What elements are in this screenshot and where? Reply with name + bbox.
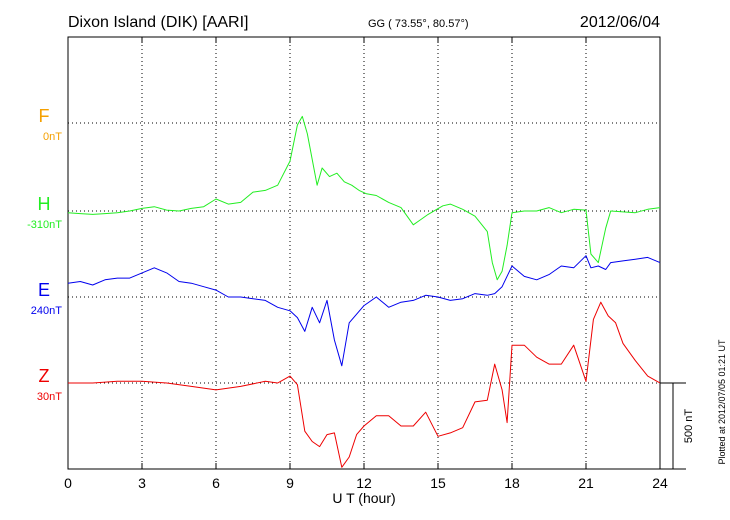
scale-bar: 500 nT xyxy=(660,382,695,470)
x-tick-label: 0 xyxy=(64,475,72,491)
series-h-offset: -310nT xyxy=(27,219,62,231)
station-title: Dixon Island (DIK) [AARI] xyxy=(68,14,249,31)
series-f-name: F xyxy=(39,106,50,126)
series-z-name: Z xyxy=(39,366,50,386)
series-z-line xyxy=(68,301,661,468)
coordinates: GG ( 73.55°, 80.57°) xyxy=(368,18,469,30)
x-axis: 0 3 6 9 12 15 18 21 24 xyxy=(64,37,668,491)
x-tick-label: 24 xyxy=(652,475,668,491)
series-e-offset: 240nT xyxy=(31,305,62,317)
x-tick-label: 12 xyxy=(356,475,372,491)
series-e-name: E xyxy=(38,280,50,300)
date-label: 2012/06/04 xyxy=(580,14,660,31)
series-labels: F 0nT H -310nT E 240nT Z 30nT xyxy=(27,106,62,403)
series-h-line xyxy=(67,115,661,281)
plotted-timestamp: Plotted at 2012/07/05 01:21 UT xyxy=(717,339,727,465)
series-h-name: H xyxy=(38,194,51,214)
series-f-offset: 0nT xyxy=(43,131,62,143)
x-tick-label: 15 xyxy=(430,475,446,491)
series-group xyxy=(67,115,661,468)
grid-lines xyxy=(68,37,660,469)
series-e-line xyxy=(67,255,661,367)
series-z-offset: 30nT xyxy=(37,391,62,403)
x-tick-label: 18 xyxy=(504,475,520,491)
x-tick-label: 21 xyxy=(578,475,594,491)
x-axis-label: U T (hour) xyxy=(332,490,395,506)
x-tick-label: 3 xyxy=(138,475,146,491)
scale-bar-label: 500 nT xyxy=(683,409,695,444)
x-tick-label: 6 xyxy=(212,475,220,491)
x-tick-label: 9 xyxy=(286,475,294,491)
